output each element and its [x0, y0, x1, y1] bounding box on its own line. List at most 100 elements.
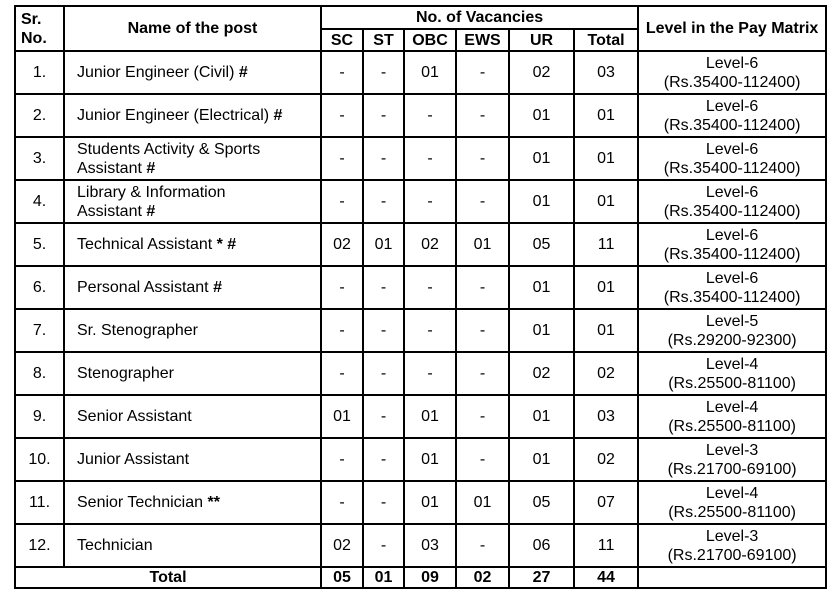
table-row-5: 5. Technical Assistant * # 02 01 02 01 0…: [14, 222, 828, 267]
ur-cell: 02: [508, 351, 575, 396]
pay-level: Level-3: [705, 441, 759, 459]
sr-no-cell: 7.: [14, 308, 65, 353]
st-cell: -: [362, 50, 405, 95]
post-name: Junior Assistant: [77, 451, 190, 468]
pay-scale: (Rs.29200-92300): [667, 331, 797, 349]
sr-no-cell: 8.: [14, 351, 65, 396]
ews-cell: -: [455, 265, 510, 310]
pay-matrix-cell: Level-3 (Rs.21700-69100): [637, 523, 828, 568]
header-col-st: ST: [362, 28, 405, 52]
obc-cell: 03: [403, 523, 457, 568]
total-obc-cell: 09: [403, 566, 457, 589]
st-cell: -: [362, 179, 405, 224]
st-cell: -: [362, 308, 405, 353]
st-cell: 01: [362, 222, 405, 267]
pay-scale: (Rs.21700-69100): [667, 460, 797, 478]
post-name-cell: Library & Information Assistant #: [63, 179, 322, 224]
obc-cell: -: [403, 265, 457, 310]
pay-matrix-cell: Level-6 (Rs.35400-112400): [637, 222, 828, 267]
header-col-obc: OBC: [403, 28, 457, 52]
st-cell: -: [362, 265, 405, 310]
total-st-cell: 01: [362, 566, 405, 589]
header-post-name: Name of the post: [63, 5, 322, 52]
table-row-11: 11. Senior Technician ** - - 01 01 05 07…: [14, 480, 828, 525]
total-row: Total 05 01 09 02 27 44: [14, 566, 828, 589]
total-label-cell: Total: [14, 566, 322, 589]
obc-cell: -: [403, 308, 457, 353]
post-name: Students Activity & Sports Assistant: [77, 140, 261, 177]
header-col-sc: SC: [320, 28, 364, 52]
st-cell: -: [362, 394, 405, 439]
pay-scale: (Rs.35400-112400): [663, 73, 801, 91]
table-row-1: 1. Junior Engineer (Civil) # - - 01 - 02…: [14, 50, 828, 95]
total-cell: 01: [572, 179, 640, 224]
st-cell: -: [362, 523, 405, 568]
sc-cell: -: [320, 437, 364, 482]
header-col-total: Total: [572, 28, 640, 52]
pay-scale: (Rs.35400-112400): [663, 116, 801, 134]
pay-level: Level-6: [705, 97, 759, 115]
ur-cell: 02: [508, 50, 575, 95]
pay-scale: (Rs.35400-112400): [663, 159, 801, 177]
table-row-4: 4. Library & Information Assistant # - -…: [14, 179, 828, 224]
sr-no-cell: 11.: [14, 480, 65, 525]
post-name-cell: Technical Assistant * #: [63, 222, 322, 267]
pay-matrix-cell: Level-5 (Rs.29200-92300): [637, 308, 828, 353]
total-cell: 03: [572, 394, 640, 439]
ews-cell: -: [455, 351, 510, 396]
header-col-ur: UR: [508, 28, 575, 52]
pay-scale: (Rs.35400-112400): [663, 202, 801, 220]
post-name: Junior Engineer (Electrical): [77, 107, 270, 124]
ews-cell: -: [455, 50, 510, 95]
sr-no-cell: 10.: [14, 437, 65, 482]
table-row-9: 9. Senior Assistant 01 - 01 - 01 03 Leve…: [14, 394, 828, 439]
ur-cell: 05: [508, 480, 575, 525]
post-suffix: #: [269, 107, 283, 124]
total-cell: 07: [572, 480, 640, 525]
st-cell: -: [362, 437, 405, 482]
obc-cell: 01: [403, 480, 457, 525]
ews-cell: -: [455, 523, 510, 568]
post-name: Sr. Stenographer: [77, 322, 198, 339]
pay-matrix-cell: Level-6 (Rs.35400-112400): [637, 179, 828, 224]
post-name: Personal Assistant: [77, 279, 209, 296]
post-name-cell: Sr. Stenographer: [63, 308, 322, 353]
post-name-cell: Technician: [63, 523, 322, 568]
sc-cell: -: [320, 265, 364, 310]
post-name-cell: Personal Assistant #: [63, 265, 322, 310]
sc-cell: 01: [320, 394, 364, 439]
post-suffix: * #: [212, 236, 237, 253]
sc-cell: -: [320, 136, 364, 181]
total-cell: 11: [572, 523, 640, 568]
ur-cell: 01: [508, 179, 575, 224]
post-suffix: #: [208, 279, 222, 296]
header-vacancies-group: No. of Vacancies: [319, 5, 640, 30]
st-cell: -: [362, 93, 405, 138]
sc-cell: -: [320, 93, 364, 138]
pay-level: Level-6: [705, 269, 759, 287]
total-cell: 01: [572, 93, 640, 138]
ur-cell: 01: [508, 136, 575, 181]
pay-matrix-cell: Level-6 (Rs.35400-112400): [637, 93, 828, 138]
ews-cell: -: [455, 394, 510, 439]
ur-cell: 01: [508, 437, 575, 482]
obc-cell: 02: [403, 222, 457, 267]
table-row-12: 12. Technician 02 - 03 - 06 11 Level-3 (R…: [14, 523, 828, 568]
header-row-2: SC ST OBC EWS UR Total: [15, 28, 826, 52]
pay-scale: (Rs.35400-112400): [663, 288, 801, 306]
pay-scale: (Rs.25500-81100): [668, 417, 796, 435]
ur-cell: 01: [508, 265, 575, 310]
header-sr-no: Sr. No.: [14, 5, 65, 52]
post-name: Library & Information Assistant: [77, 183, 226, 220]
sc-cell: 02: [320, 222, 364, 267]
post-name-cell: Junior Engineer (Civil) #: [63, 50, 322, 95]
pay-scale: (Rs.25500-81100): [668, 374, 796, 392]
post-name-cell: Senior Technician **: [63, 480, 322, 525]
post-suffix: **: [203, 494, 220, 511]
sr-no-cell: 2.: [14, 93, 65, 138]
pay-scale: (Rs.21700-69100): [667, 546, 797, 564]
post-name: Stenographer: [77, 365, 174, 382]
pay-scale: (Rs.25500-81100): [668, 503, 796, 521]
total-ews-cell: 02: [455, 566, 510, 589]
